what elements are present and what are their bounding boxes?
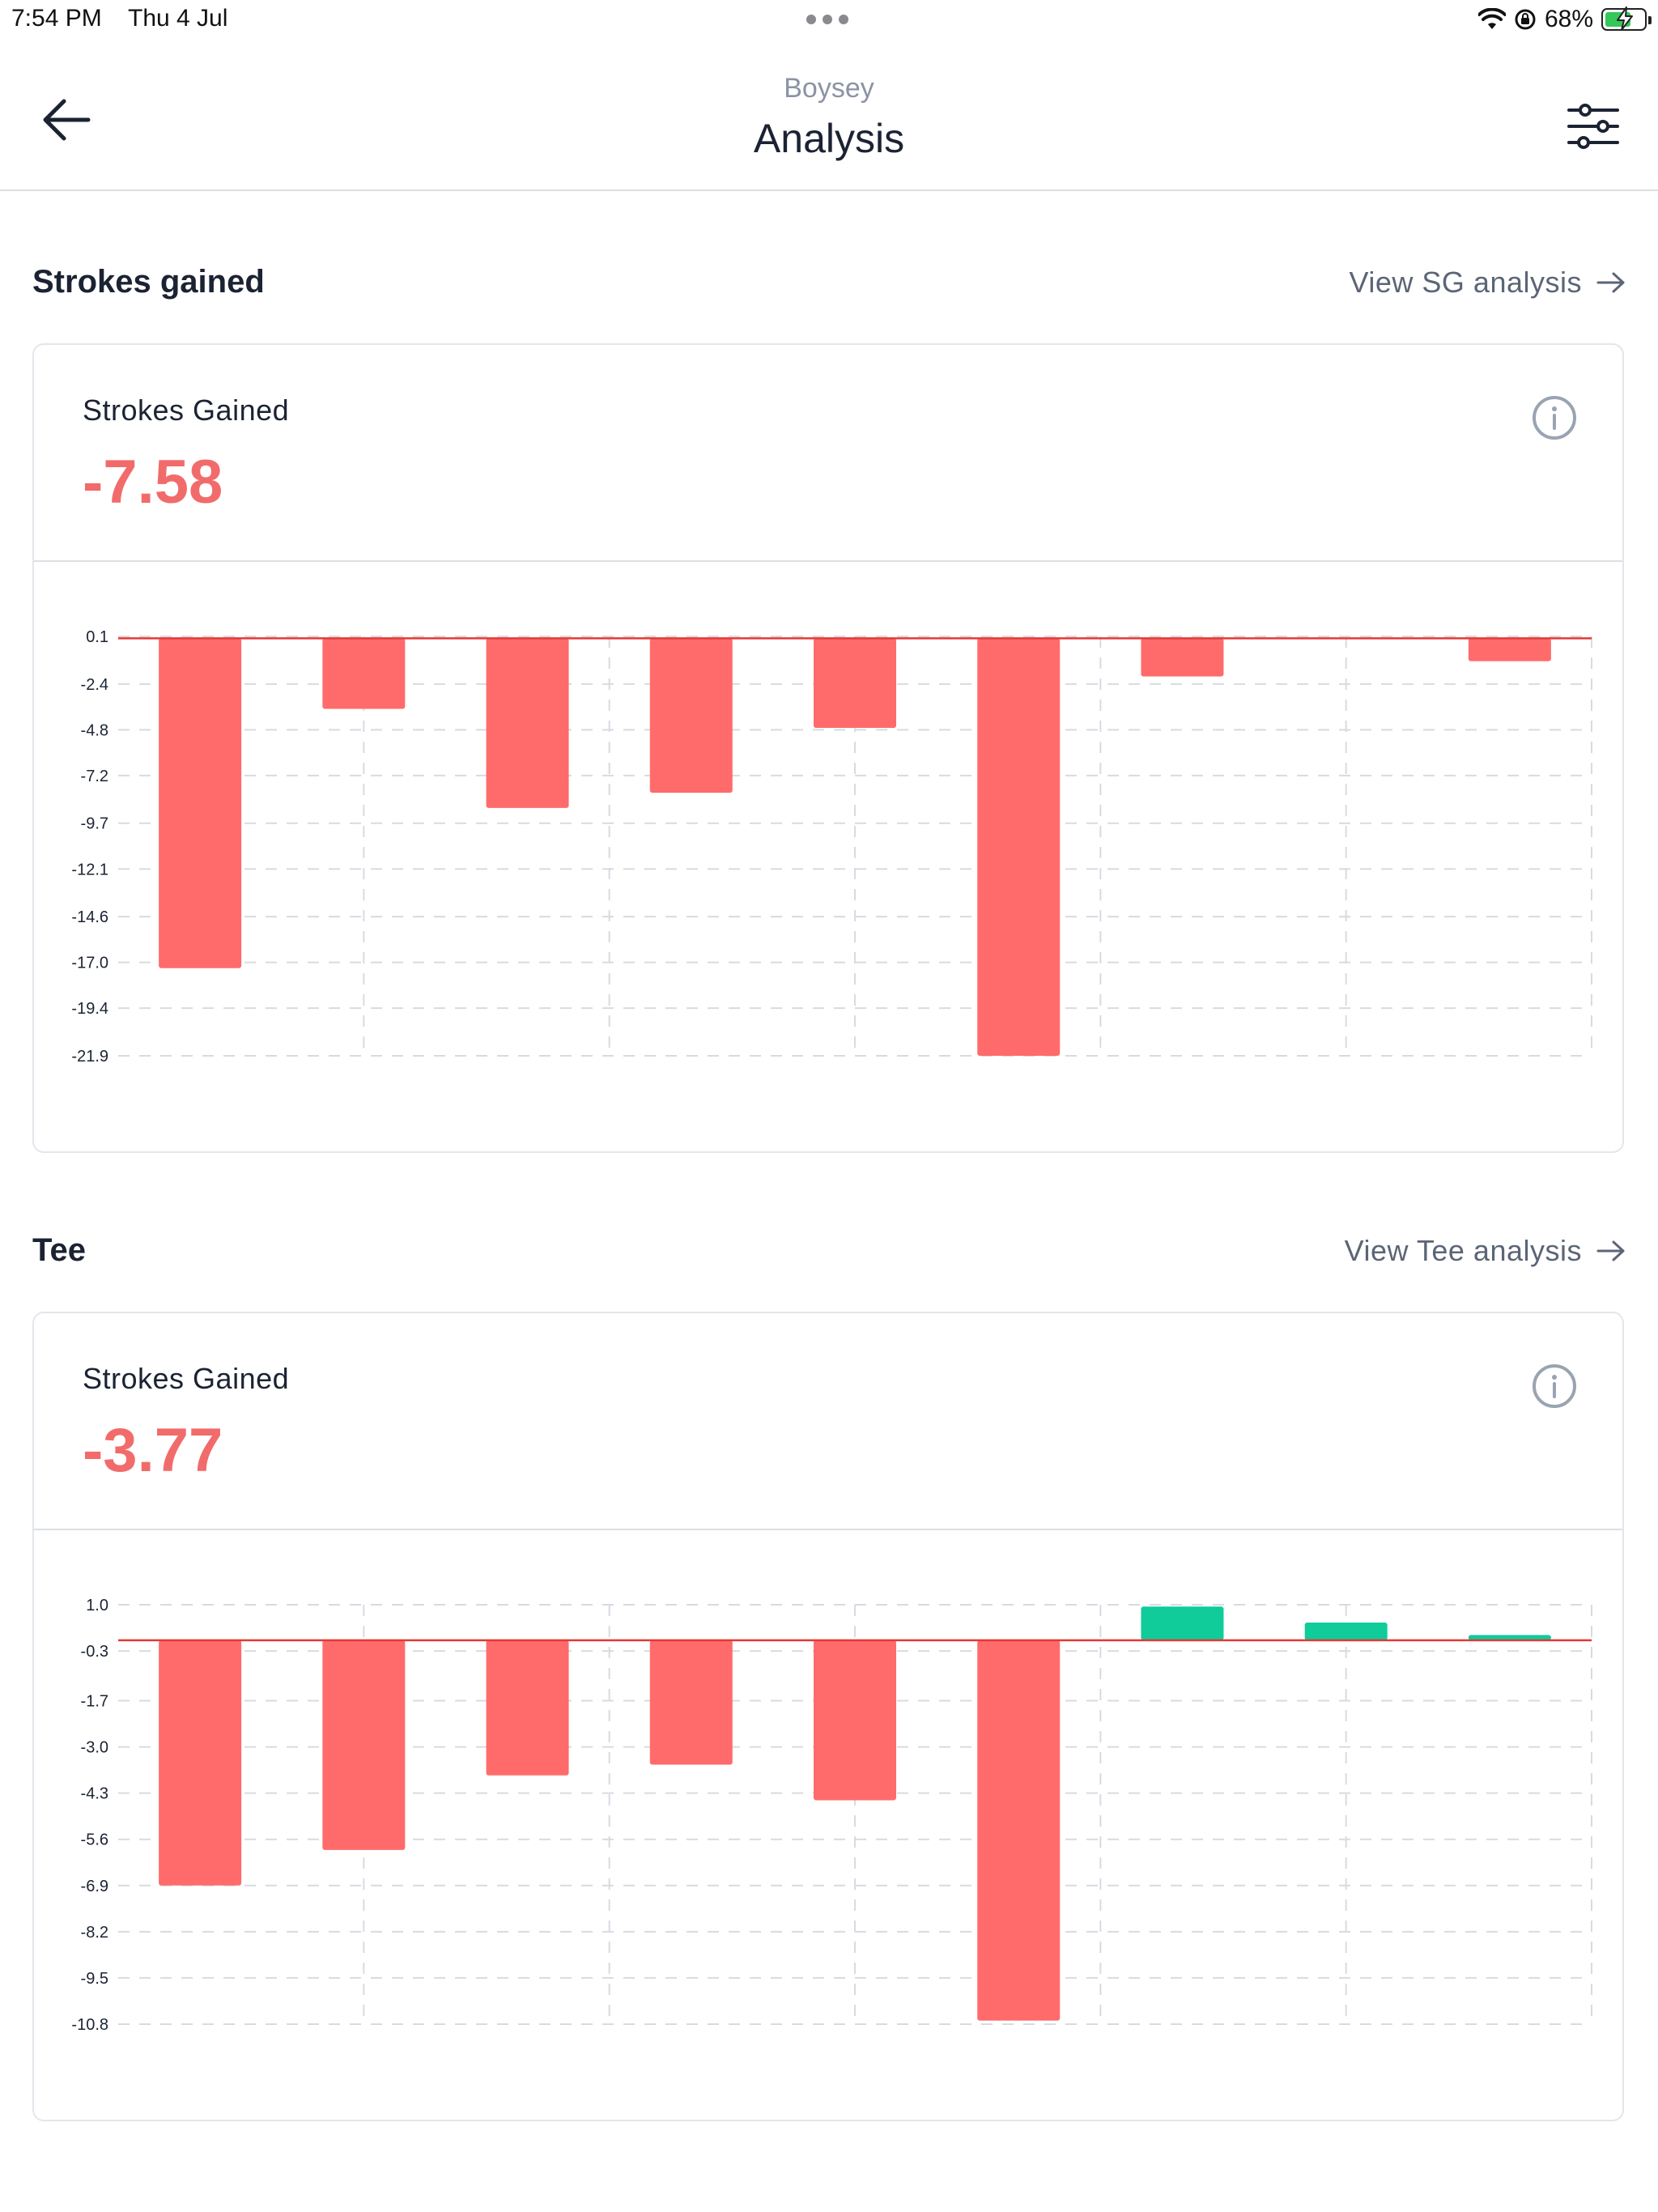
metric-label: Strokes Gained xyxy=(83,393,290,427)
bar[interactable] xyxy=(322,638,406,709)
bar[interactable] xyxy=(977,638,1061,1056)
info-icon[interactable] xyxy=(1528,1360,1580,1412)
y-tick-label: 0.1 xyxy=(86,628,108,646)
arrow-right-icon xyxy=(1596,272,1625,293)
navigation-header: Boysey Analysis xyxy=(0,40,1658,191)
bar[interactable] xyxy=(649,638,733,793)
y-tick-label: -9.7 xyxy=(81,815,108,833)
bar[interactable] xyxy=(159,638,242,968)
y-tick-label: 1.0 xyxy=(86,1597,108,1614)
card-summary: Strokes Gained -7.58 xyxy=(34,345,1622,562)
y-tick-label: -14.6 xyxy=(71,908,108,926)
view-tee-analysis-link[interactable]: View Tee analysis xyxy=(1345,1234,1626,1268)
arrow-right-icon xyxy=(1596,1240,1625,1261)
view-sg-analysis-link[interactable]: View SG analysis xyxy=(1350,266,1626,300)
bar[interactable] xyxy=(159,1640,242,1886)
y-tick-label: -17.0 xyxy=(71,955,108,972)
metric-value: -7.58 xyxy=(83,448,223,517)
y-tick-label: -21.9 xyxy=(71,1048,108,1066)
y-tick-label: -12.1 xyxy=(71,861,108,878)
bar[interactable] xyxy=(1141,638,1224,677)
bar[interactable] xyxy=(1141,1606,1224,1640)
bar[interactable] xyxy=(814,1640,896,1801)
y-tick-label: -4.8 xyxy=(81,721,108,739)
section-tee-header: Tee View Tee analysis xyxy=(32,1226,1626,1274)
bar[interactable] xyxy=(1468,1635,1551,1640)
link-label: View SG analysis xyxy=(1349,266,1582,299)
tee-card: Strokes Gained -3.77 1.0 -0.3 -1.7 -3.0 -4.3… xyxy=(32,1312,1624,2121)
bar[interactable] xyxy=(1468,638,1551,661)
y-tick-label: -19.4 xyxy=(71,1000,108,1018)
y-tick-label: -5.6 xyxy=(81,1831,108,1849)
bar-chart: 0.1 -2.4 -4.8 -7.2 -9.7 -12.1 -14.6 -17.0 -19.4 -… xyxy=(71,628,1592,1066)
bar[interactable] xyxy=(322,1640,406,1850)
y-tick-label: -0.3 xyxy=(81,1643,108,1661)
multitasking-dots-icon[interactable] xyxy=(805,8,853,32)
info-icon[interactable] xyxy=(1528,392,1580,444)
y-tick-label: -9.5 xyxy=(81,1970,108,1988)
strokes-gained-chart: 0.1 -2.4 -4.8 -7.2 -9.7 -12.1 -14.6 -17.0 -19.4 -… xyxy=(34,562,1622,1153)
y-tick-label: -4.3 xyxy=(81,1785,108,1803)
arrow-left-icon xyxy=(43,99,91,141)
bar[interactable] xyxy=(977,1640,1061,2021)
bar[interactable] xyxy=(649,1640,733,1765)
status-time: 7:54 PM xyxy=(11,5,102,32)
y-tick-label: -2.4 xyxy=(81,676,108,694)
y-tick-label: -1.7 xyxy=(81,1693,108,1711)
section-title: Strokes gained xyxy=(32,264,265,300)
bar[interactable] xyxy=(814,638,896,729)
battery-cap xyxy=(1648,16,1652,24)
section-strokes-gained-header: Strokes gained View SG analysis xyxy=(32,257,1626,306)
orientation-lock-icon xyxy=(1515,9,1536,30)
status-bar: 7:54 PM Thu 4 Jul 68% xyxy=(0,0,1658,40)
sliders-icon xyxy=(1567,104,1619,149)
bar[interactable] xyxy=(1304,1622,1388,1640)
back-button[interactable] xyxy=(36,89,97,151)
tee-chart: 1.0 -0.3 -1.7 -3.0 -4.3 -5.6 -6.9 -8.2 -9.5 -10.8 xyxy=(34,1530,1622,2121)
metric-value: -3.77 xyxy=(83,1416,223,1485)
y-tick-label: -10.8 xyxy=(71,2016,108,2034)
metric-label: Strokes Gained xyxy=(83,1362,290,1395)
battery-percent: 68% xyxy=(1544,6,1593,32)
bar[interactable] xyxy=(486,1640,569,1776)
link-label: View Tee analysis xyxy=(1344,1234,1582,1267)
filter-button[interactable] xyxy=(1561,94,1626,159)
y-tick-label: -6.9 xyxy=(81,1878,108,1895)
card-summary: Strokes Gained -3.77 xyxy=(34,1313,1622,1530)
bar[interactable] xyxy=(486,638,569,808)
bar-chart: 1.0 -0.3 -1.7 -3.0 -4.3 -5.6 -6.9 -8.2 -9.5 -10.8 xyxy=(71,1597,1592,2034)
y-tick-label: -3.0 xyxy=(81,1739,108,1757)
wifi-icon xyxy=(1477,8,1506,29)
strokes-gained-card: Strokes Gained -7.58 0.1 -2.4 -4.8 -7.2 -9.7… xyxy=(32,343,1624,1153)
section-title: Tee xyxy=(32,1232,86,1268)
page-subtitle: Boysey xyxy=(784,73,874,104)
status-date: Thu 4 Jul xyxy=(128,5,228,32)
y-tick-label: -7.2 xyxy=(81,768,108,785)
y-tick-label: -8.2 xyxy=(81,1924,108,1942)
battery-charging-icon xyxy=(1601,6,1652,31)
status-indicators: 68% xyxy=(1477,3,1652,36)
page-title: Analysis xyxy=(753,116,905,161)
bolt-icon xyxy=(1617,6,1633,31)
